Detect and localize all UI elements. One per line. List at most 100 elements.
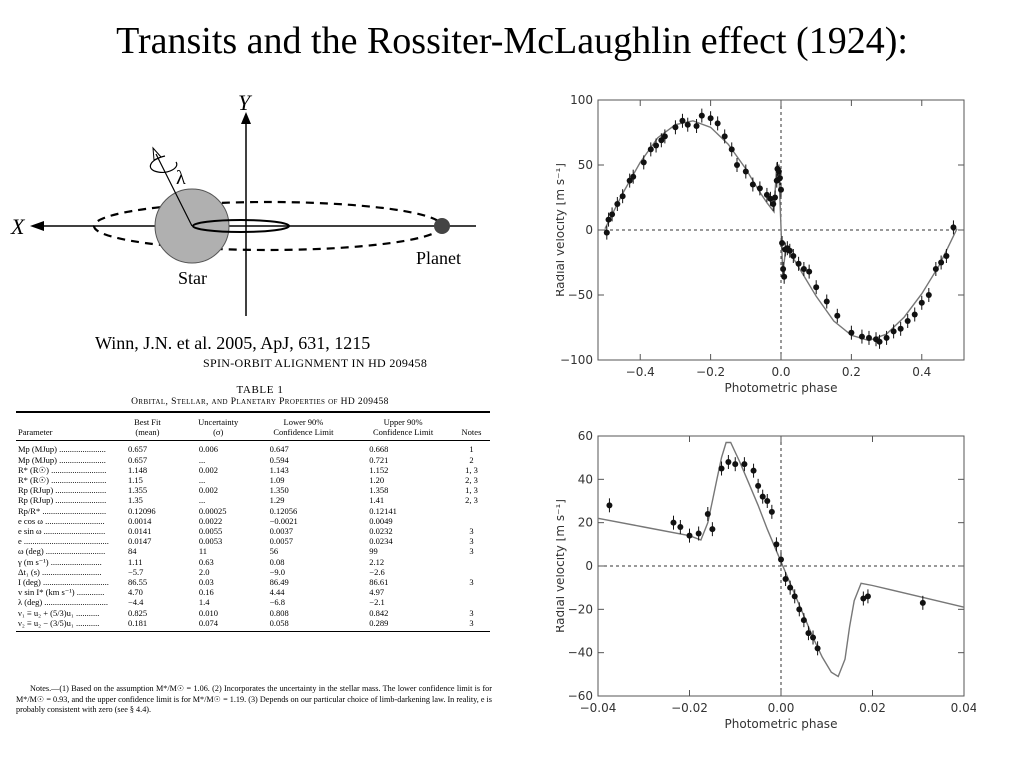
transit-geometry-diagram: Y X λ Star Planet [10,92,476,316]
data-point [918,299,925,306]
rv-transit-zoom-chart: −0.04 −0.02 0.00 0.02 0.04 −60 −40 −20 0 20 40 60 Ph… [553,428,977,752]
data-point [707,115,714,122]
y-tick-label: 60 [578,429,593,443]
table-row: I (deg) ............................... 8… [16,577,490,587]
x-tick-label: 0.2 [842,365,861,379]
x-tick-label: −0.02 [671,701,708,715]
data-point [938,259,945,266]
data-point [897,325,904,332]
data-point [864,593,871,600]
table-cell: 2, 3 [465,475,478,486]
table-row: γ (m s⁻¹) ........................ 1.11 0.… [16,557,490,567]
data-point [768,508,775,515]
data-point [796,606,803,613]
table-cell: 2 [469,454,474,465]
table-cell: 0.074 [182,617,254,633]
table-cell [453,567,490,577]
x-tick-label: −0.2 [696,365,725,379]
table-row: ν₂ ≡ u₂ − (3/5)u₁ ........... 0.181 0.074 0… [16,617,490,633]
data-point [781,273,788,280]
column-header: Lower 90% Confidence Limit [253,411,354,442]
data-point [677,524,684,530]
data-point [823,298,830,305]
data-point [672,124,679,131]
y-tick-label: 50 [578,158,593,172]
table-row: λ (deg) .............................. −4… [16,597,490,607]
model-curve [604,120,958,342]
data-point [734,162,741,168]
data-point [609,211,616,218]
table-row: Mp (MJup) ...................... 0.657 0.0… [16,441,490,455]
table-body: Mp (MJup) ...................... 0.657 0.0… [16,441,490,633]
data-point [772,194,779,201]
data-point [932,266,939,272]
data-point [686,532,693,539]
table-cell: 0.006 [198,444,218,455]
table-cell: 4.70 [128,587,143,598]
lambda-label: λ [176,167,186,189]
data-point [911,311,918,318]
table-cell: 1.143 [269,464,289,475]
table-cell: 0.002 [198,485,218,496]
data-point [782,576,789,582]
table-cell: Mp (MJup) ...................... [18,444,106,455]
data-point [614,201,621,207]
table-cell: 84 [128,546,137,557]
table-cell: e ......................................… [18,536,109,547]
table-cell: Rp/R* .............................. [18,505,107,516]
table-row: Rp (RJup) ........................ 1.355 0… [16,485,490,495]
table-cell: Rp (RJup) ........................ [18,495,107,506]
table-cell: ν₂ ≡ u₂ − (3/5)u₁ ........... [16,617,112,633]
table-cell: 1.11 [128,556,143,567]
y-tick-label: −20 [568,602,593,616]
data-point [865,334,872,341]
table-cell: 0.00025 [198,505,227,516]
table-cell: 1.09 [269,475,285,486]
data-point [693,123,700,129]
data-point [755,482,762,489]
table-cell: λ (deg) .............................. [18,597,109,608]
table-cell: −6.8 [269,597,286,608]
x-tick-label: 0.0 [771,365,790,379]
table-cell: 99 [369,546,378,557]
table-cell [453,597,490,607]
data-point [670,519,677,526]
y-tick-label: 0 [585,559,593,573]
column-header: Parameter [16,411,112,442]
table-cell: 0.594 [269,454,289,465]
y-tick-label: −100 [560,353,593,367]
table-cell: −0.0021 [269,515,298,526]
table-cell: e sin ω ............................. [18,526,106,537]
table-cell: ω (deg) ............................ [18,546,106,557]
table-cell: 1.148 [128,464,148,475]
table-cell: 0.0053 [198,536,223,547]
x-axis-arrowhead [30,221,44,231]
column-header: Upper 90% Confidence Limit [353,411,453,442]
table-cell: 1.358 [369,485,389,496]
y-tick-label: −50 [568,288,593,302]
table-row: R* (R☉) .......................... 1.15..… [16,475,490,485]
table-cell: v sin I* (km s⁻¹) ............. [18,587,105,598]
table-cell: 1, 3 [465,464,478,475]
data-point [800,617,807,624]
table-cell: 1.35 [128,495,143,506]
table-cell: −9.0 [269,566,286,577]
table-cell: 1.15 [128,475,143,486]
data-point [626,177,633,184]
table-cell: γ (m s⁻¹) ........................ [18,556,102,567]
data-point [776,175,783,181]
table-cell: 0.010 [198,607,218,618]
table-cell [453,516,490,526]
table-cell: 0.12096 [128,505,156,516]
data-point [749,181,756,188]
rotation-arrow-icon [149,155,178,173]
table-cell [453,506,490,516]
table-cell: 0.0014 [128,515,152,526]
table-cell: ... [198,454,206,465]
table-row: R* (R☉) .......................... 1.148 0… [16,465,490,475]
table-cell: 0.0234 [369,536,393,547]
data-point [750,467,757,474]
table-cell: 0.721 [369,454,389,465]
data-point [619,193,626,200]
data-point [858,333,865,340]
